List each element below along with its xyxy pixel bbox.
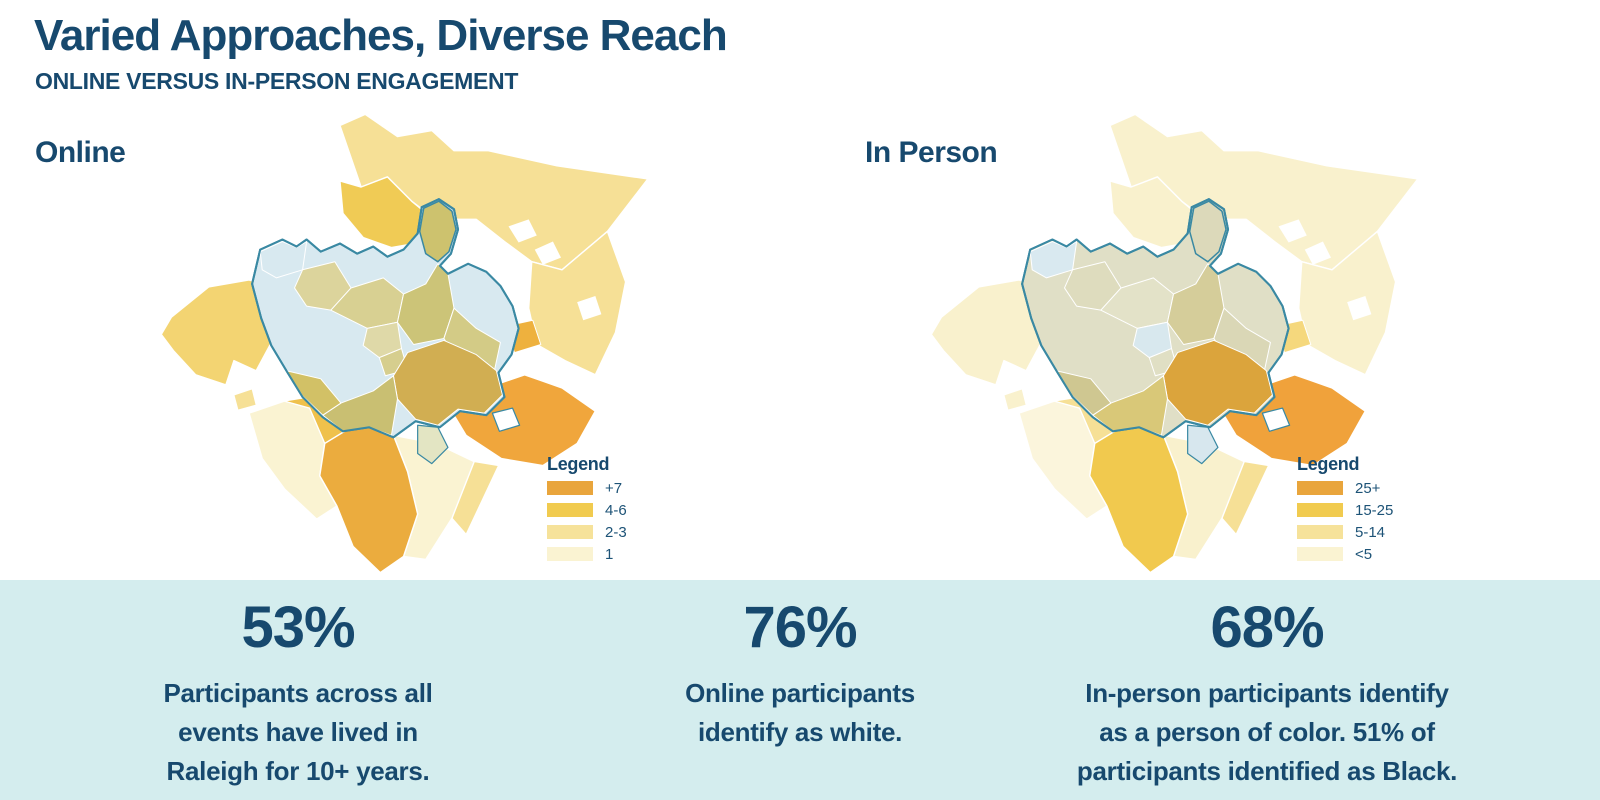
map-region-hole_n2 [534, 241, 561, 265]
map-region-i8 [1092, 375, 1168, 436]
legend-swatch [547, 503, 593, 517]
legend-row: 1 [547, 545, 707, 563]
map-region-e_side [1297, 230, 1397, 376]
legend-bin-label: 5-14 [1355, 523, 1386, 541]
legend-bin-label: <5 [1355, 545, 1373, 563]
stat-residency-description: Participants across all events have live… [163, 677, 433, 786]
city-boundary-outline [1021, 198, 1290, 439]
in-person-choropleth-map [930, 113, 1419, 574]
map-region-se_island [491, 407, 521, 432]
legend-swatch [1297, 503, 1343, 517]
legend-row: 4-6 [547, 501, 707, 519]
stat-in-person-demographics: 68% In-person participants identify as a… [1017, 596, 1517, 791]
map-region-i0_nw [259, 241, 308, 279]
stat-residency-value: 53% [241, 595, 355, 660]
legend-bin-label: 2-3 [605, 523, 627, 541]
map-region-i0_nw [1029, 241, 1078, 279]
legend-swatch [547, 525, 593, 539]
legend-bin-label: +7 [605, 479, 623, 497]
legend-swatch [1297, 547, 1343, 561]
stat-online-demographics-description: Online participants identify as white. [685, 677, 915, 747]
map-region-w_island [1003, 388, 1027, 411]
stats-band: 53% Participants across all events have … [0, 580, 1600, 800]
online-map-label: Online [35, 136, 126, 169]
legend-swatch [1297, 525, 1343, 539]
stat-in-person-demographics-value: 68% [1210, 595, 1324, 660]
page-title: Varied Approaches, Diverse Reach [34, 11, 728, 60]
legend-bin-label: 15-25 [1355, 501, 1394, 519]
map-region-hole_n1 [1278, 219, 1307, 243]
legend-bin-label: 25+ [1355, 479, 1381, 497]
in-person-legend-rows: 25+ 15-25 5-14 <5 [1297, 479, 1457, 563]
map-region-hole_e1 [1347, 296, 1372, 321]
legend-row: 2-3 [547, 523, 707, 541]
legend-row: +7 [547, 479, 707, 497]
legend-bin-label: 4-6 [605, 501, 627, 519]
map-region-hole_e1 [577, 296, 602, 321]
legend-swatch [1297, 481, 1343, 495]
legend-row: 25+ [1297, 479, 1457, 497]
in-person-legend-title: Legend [1297, 454, 1360, 474]
online-choropleth-map [160, 113, 649, 574]
map-region-i8 [322, 375, 398, 436]
page-subtitle: ONLINE VERSUS IN-PERSON ENGAGEMENT [35, 68, 519, 94]
map-region-w_island [233, 388, 257, 411]
online-legend-title: Legend [547, 454, 610, 474]
stat-online-demographics: 76% Online participants identify as whit… [600, 596, 1000, 752]
legend-row: <5 [1297, 545, 1457, 563]
legend-swatch [547, 481, 593, 495]
city-boundary-outline [251, 198, 520, 439]
map-region-e_side [527, 230, 627, 376]
online-legend-rows: +7 4-6 2-3 1 [547, 479, 707, 563]
map-region-hole_n2 [1304, 241, 1331, 265]
in-person-map-label: In Person [865, 136, 998, 169]
legend-bin-label: 1 [605, 545, 614, 563]
online-legend: Legend +7 4-6 2-3 1 [547, 454, 707, 569]
map-region-ne_lobe [1188, 200, 1227, 263]
in-person-legend: Legend 25+ 15-25 5-14 <5 [1297, 454, 1457, 569]
legend-row: 15-25 [1297, 501, 1457, 519]
stat-online-demographics-value: 76% [743, 595, 857, 660]
map-region-hole_n1 [508, 219, 537, 243]
map-region-se_island [1261, 407, 1291, 432]
legend-swatch [547, 547, 593, 561]
stat-in-person-demographics-description: In-person participants identify as a per… [1076, 677, 1458, 786]
stat-residency: 53% Participants across all events have … [98, 596, 498, 791]
map-region-ne_lobe [418, 200, 457, 263]
legend-row: 5-14 [1297, 523, 1457, 541]
